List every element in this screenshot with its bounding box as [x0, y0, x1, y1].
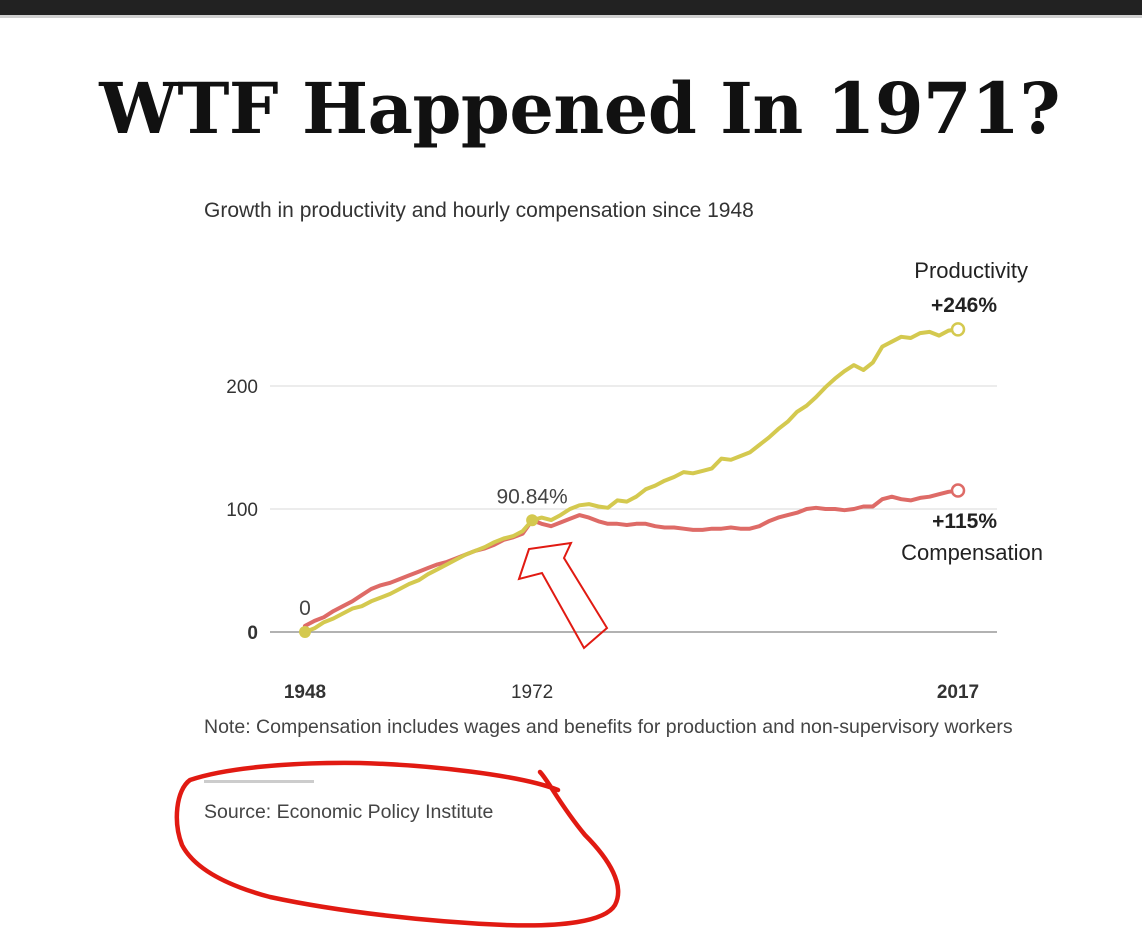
- end-marker-productivity: [950, 322, 966, 337]
- series-lines: [303, 327, 960, 634]
- chart-subtitle: Growth in productivity and hourly compen…: [204, 199, 754, 222]
- annotation-marker: [299, 626, 311, 638]
- headline: WTF Happened In 1971?: [99, 67, 1060, 150]
- series-change-compensation: +115%: [932, 510, 997, 533]
- chart-source: Source: Economic Policy Institute: [204, 801, 494, 823]
- series-line-compensation: [303, 488, 960, 628]
- series-name-compensation: Compensation: [901, 540, 1043, 565]
- annotation-label: 90.84%: [497, 485, 568, 508]
- x-tick-label: 2017: [937, 682, 979, 703]
- chart-note: Note: Compensation includes wages and be…: [204, 716, 1013, 738]
- top-border-shadow: [0, 15, 1142, 18]
- series-line-productivity: [303, 327, 960, 634]
- point-markers: [299, 322, 966, 638]
- annotation-label: 0: [299, 597, 311, 620]
- y-tick-label: 100: [226, 500, 258, 521]
- x-tick-label: 1972: [511, 682, 553, 703]
- series-labels: 0 90.84% Productivity +246% +115% Compensatio…: [299, 258, 1043, 620]
- y-tick-label: 200: [226, 377, 258, 398]
- y-tick-label: 0: [247, 623, 258, 644]
- gridlines: [270, 385, 997, 633]
- top-border-bar: [0, 0, 1142, 15]
- y-axis-labels: 0 100 200: [226, 377, 258, 644]
- series-name-productivity: Productivity: [914, 258, 1028, 283]
- annotation-marker: [526, 514, 539, 527]
- x-axis-labels: 1948 1972 2017: [284, 682, 979, 703]
- end-marker-compensation: [950, 483, 966, 498]
- series-change-productivity: +246%: [931, 294, 997, 317]
- source-divider: [204, 780, 314, 783]
- x-tick-label: 1948: [284, 682, 326, 703]
